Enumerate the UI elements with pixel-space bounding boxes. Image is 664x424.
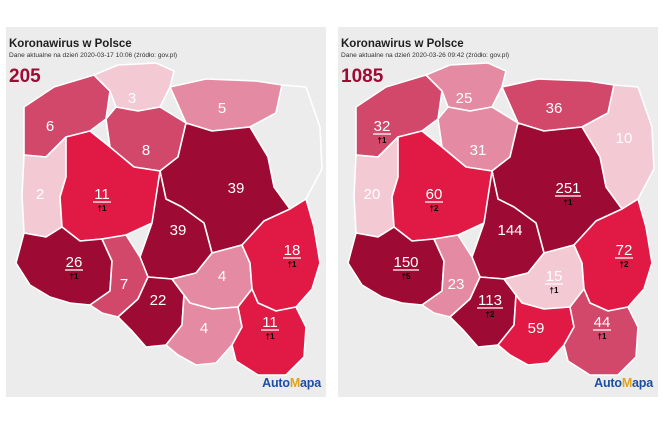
- region-pomorskie: [425, 62, 507, 112]
- region-deaths-dolnoslaskie: †1: [70, 272, 79, 281]
- map-title: Koronawirus w Polsce: [9, 38, 132, 50]
- region-value-dolnoslaskie: 26: [66, 254, 83, 271]
- automapa-logo: AutoMapa: [594, 376, 653, 390]
- region-value-wielkopolskie: 60: [426, 186, 443, 203]
- region-value-lubuskie: 2: [36, 186, 44, 203]
- region-wielkopolskie: [391, 130, 499, 242]
- region-value-lubelskie: 18: [284, 242, 301, 259]
- region-value-zachodniopomorskie: 32: [374, 118, 391, 135]
- region-value-lubelskie: 72: [616, 242, 633, 259]
- region-deaths-mazowieckie: †1: [564, 198, 573, 207]
- total-cases: 205: [9, 66, 41, 87]
- region-pomorskie: [93, 62, 175, 112]
- region-value-lodzkie: 39: [170, 222, 187, 239]
- region-value-lubuskie: 20: [364, 186, 381, 203]
- region-deaths-podkarpackie: †1: [598, 332, 607, 341]
- region-podkarpackie: [231, 288, 307, 376]
- region-value-zachodniopomorskie: 6: [46, 118, 54, 135]
- region-deaths-lubelskie: †1: [288, 260, 297, 269]
- region-value-malopolskie: 59: [528, 320, 545, 337]
- map-panel-right: 32 †1 25 36 10 31 20 60 †2 251 †1 144 150 †5 23 113 †2 15…: [338, 27, 658, 397]
- region-value-podkarpackie: 44: [594, 314, 611, 331]
- region-value-lodzkie: 144: [497, 222, 522, 239]
- map-title: Koronawirus w Polsce: [341, 38, 464, 50]
- region-value-podkarpackie: 11: [262, 314, 278, 331]
- region-wielkopolskie: [59, 130, 167, 242]
- region-dolnoslaskie: [15, 226, 113, 306]
- map-panel-left: 6 3 5 8 2 11 †1 39 39 26 †1 7 22 4 18 †1 4 11 †1 Koronawir…: [6, 27, 326, 397]
- region-value-kujawsko-pomorskie: 31: [470, 142, 487, 159]
- region-value-opolskie: 23: [448, 276, 465, 293]
- region-value-slaskie: 113: [478, 292, 502, 309]
- region-podkarpackie: [563, 288, 639, 376]
- region-deaths-dolnoslaskie: †5: [402, 272, 411, 281]
- map-date: Dane aktualne na dzień 2020-03-26 09:42 …: [341, 52, 510, 59]
- map-date: Dane aktualne na dzień 2020-03-17 10:06 …: [9, 52, 178, 59]
- total-cases: 1085: [341, 66, 384, 87]
- region-value-kujawsko-pomorskie: 8: [142, 142, 150, 159]
- region-value-swietokrzyskie: 15: [546, 268, 563, 285]
- region-value-pomorskie: 25: [456, 90, 473, 107]
- region-deaths-podkarpackie: †1: [266, 332, 275, 341]
- region-value-mazowieckie: 251: [555, 180, 580, 197]
- region-value-malopolskie: 4: [200, 320, 208, 337]
- region-value-podlaskie: 10: [616, 130, 633, 147]
- region-deaths-zachodniopomorskie: †1: [378, 136, 387, 145]
- region-value-swietokrzyskie: 4: [218, 268, 226, 285]
- region-value-wielkopolskie: 11: [94, 186, 110, 203]
- region-value-dolnoslaskie: 150: [393, 254, 418, 271]
- region-value-warminsko-mazurskie: 5: [218, 100, 226, 117]
- region-deaths-swietokrzyskie: †1: [550, 286, 559, 295]
- region-deaths-slaskie: †2: [486, 310, 495, 319]
- region-value-mazowieckie: 39: [228, 180, 245, 197]
- region-value-opolskie: 7: [120, 276, 128, 293]
- region-value-slaskie: 22: [150, 292, 167, 309]
- region-deaths-wielkopolskie: †2: [430, 204, 439, 213]
- region-deaths-wielkopolskie: †1: [98, 204, 107, 213]
- region-value-pomorskie: 3: [128, 90, 136, 107]
- automapa-logo: AutoMapa: [262, 376, 321, 390]
- region-value-warminsko-mazurskie: 36: [546, 100, 563, 117]
- region-deaths-lubelskie: †2: [620, 260, 629, 269]
